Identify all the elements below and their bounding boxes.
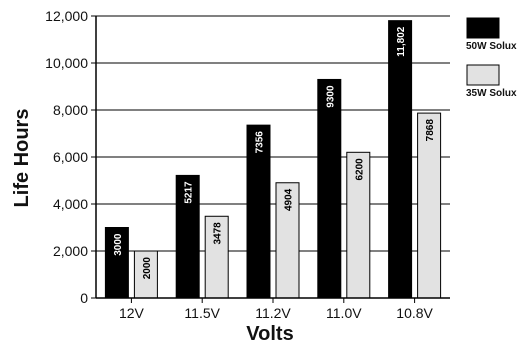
legend-label: 35W Solux [466,88,517,99]
y-axis-label: Life Hours [11,109,33,208]
y-tick-labels: 0 2,000 4,000 6,000 8,000 10,000 12,000 [45,8,88,306]
x-tick-label: 11.5V [184,305,220,321]
legend: 50W Solux 35W Solux [466,17,517,99]
bar-value-label: 7868 [425,119,436,142]
y-tick-label: 0 [80,290,88,306]
bar [388,20,413,299]
x-axis-label: Volts [246,323,293,342]
bar-value-label: 6200 [354,158,365,181]
legend-swatch [466,17,500,39]
y-tick-label: 4,000 [53,196,88,212]
legend-label: 50W Solux [466,41,517,52]
bar-value-label: 3478 [213,222,224,245]
x-tick-label: 10.8V [396,305,433,321]
x-tick-label: 12V [119,305,145,321]
bar-value-label: 9300 [325,85,336,108]
bar [317,78,342,299]
bar-value-label: 4904 [284,188,295,211]
legend-swatch [466,64,500,86]
x-tick-label: 11.2V [255,305,291,321]
bar-value-label: 7356 [255,131,266,154]
axes [91,15,450,303]
bars: 3000 2000 5217 3478 7356 4904 9300 6200 11,802 78… [104,20,442,299]
bar-value-label: 11,802 [396,26,407,56]
y-tick-label: 12,000 [45,8,88,24]
bar-value-label: 3000 [113,233,124,256]
bar-value-label: 2000 [142,257,153,280]
y-tick-label: 8,000 [53,102,88,118]
x-tick-labels: 12V 11.5V 11.2V 11.0V 10.8V [119,305,434,321]
bar-value-label: 5217 [184,181,195,204]
y-tick-label: 2,000 [53,243,88,259]
y-tick-label: 10,000 [45,55,88,71]
y-tick-label: 6,000 [53,149,88,165]
x-tick-label: 11.0V [326,305,362,321]
